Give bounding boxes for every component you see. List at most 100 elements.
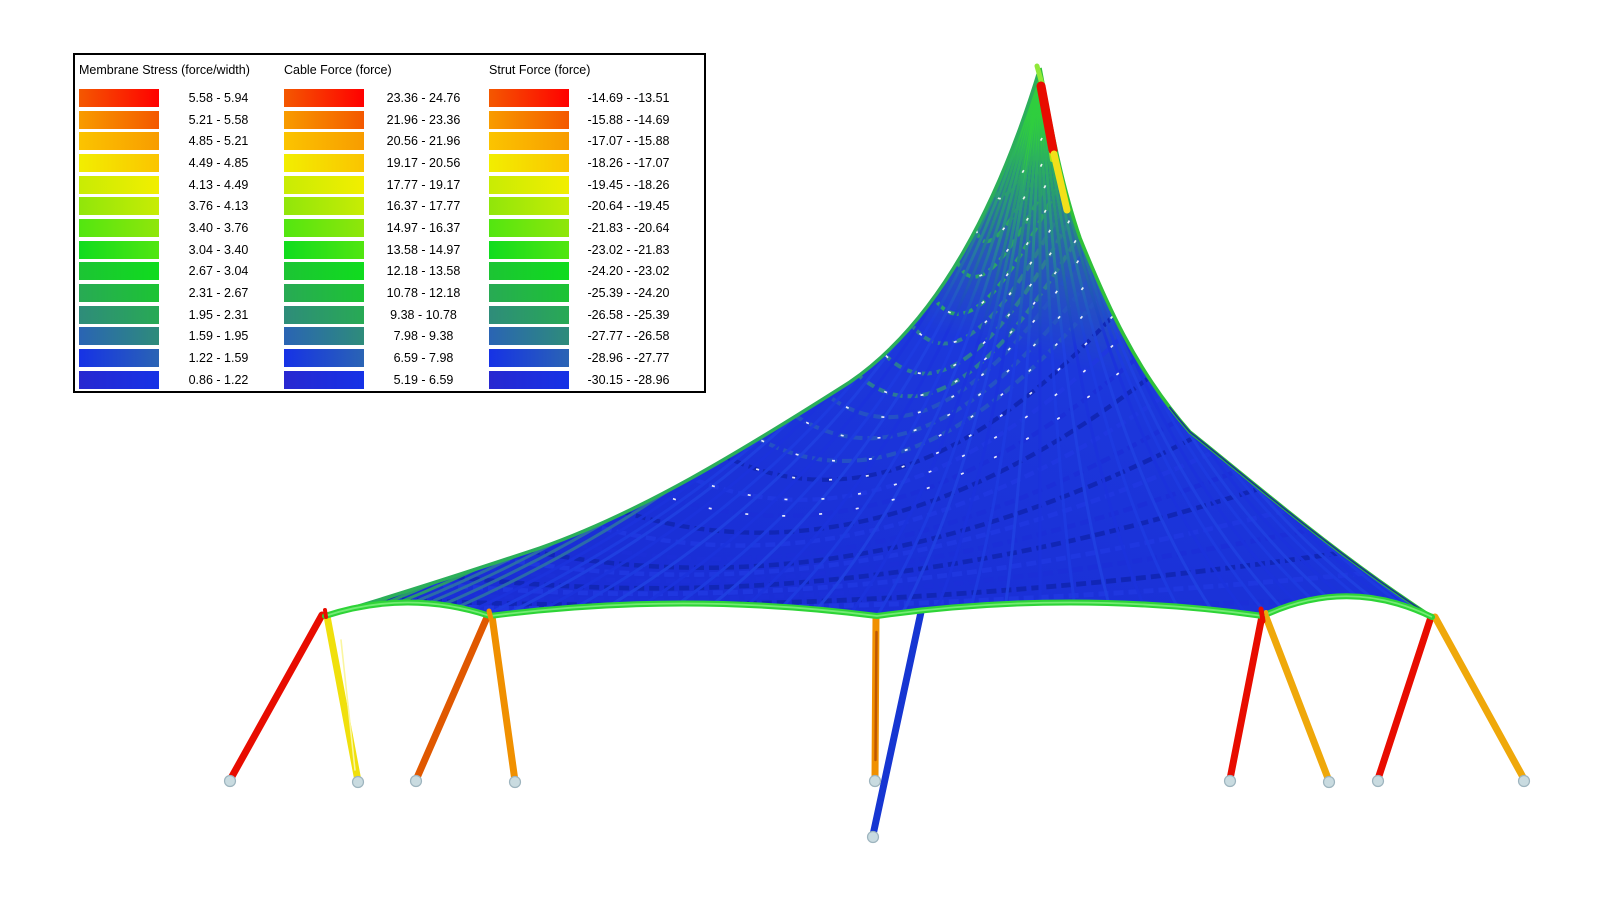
legend-row: 3.40 - 3.76 — [79, 217, 284, 239]
foundation-node — [223, 774, 237, 788]
legend-panel: Membrane Stress (force/width) 5.58 - 5.94… — [73, 53, 706, 393]
legend-color-swatch — [489, 132, 569, 151]
legend-row: -15.88 - -14.69 — [489, 109, 694, 131]
legend-color-swatch — [284, 262, 364, 281]
legend-color-swatch — [489, 218, 569, 237]
legend-row: -26.58 - -25.39 — [489, 304, 694, 326]
legend-title-strut-force: Strut Force (force) — [489, 63, 591, 77]
legend-color-swatch — [79, 240, 159, 259]
legend-row: 13.58 - 14.97 — [284, 239, 489, 261]
mast-tip — [1034, 63, 1045, 87]
foundation-node — [868, 774, 882, 788]
legend-color-swatch — [284, 370, 364, 389]
legend-range-label: 16.37 - 17.77 — [386, 199, 461, 214]
legend-color-swatch — [284, 218, 364, 237]
legend-range-label: 3.40 - 3.76 — [188, 220, 249, 235]
legend-row: -19.45 - -18.26 — [489, 174, 694, 196]
legend-color-swatch — [284, 327, 364, 346]
legend-color-swatch — [284, 175, 364, 194]
legend-range-label: -26.58 - -25.39 — [587, 307, 670, 322]
legend-color-swatch — [489, 327, 569, 346]
strut-red — [1226, 612, 1266, 783]
legend-color-swatch — [489, 110, 569, 129]
legend-range-label: 3.76 - 4.13 — [188, 199, 249, 214]
legend-color-swatch — [79, 88, 159, 107]
legend-row: 5.58 - 5.94 — [79, 87, 284, 109]
legend-range-label: -28.96 - -27.77 — [587, 351, 670, 366]
legend-row: 17.77 - 19.17 — [284, 174, 489, 196]
legend-row: 10.78 - 12.18 — [284, 282, 489, 304]
legend-title-membrane-stress: Membrane Stress (force/width) — [79, 63, 250, 77]
strut-amber — [1262, 613, 1333, 785]
legend-color-swatch — [79, 284, 159, 303]
legend-color-swatch — [79, 218, 159, 237]
foundation-node — [508, 775, 522, 789]
legend-range-label: -30.15 - -28.96 — [587, 372, 670, 387]
legend-row: 19.17 - 20.56 — [284, 152, 489, 174]
legend-row: 1.22 - 1.59 — [79, 347, 284, 369]
strut-amber — [1431, 613, 1528, 783]
support-struts — [226, 608, 1528, 839]
strut-seam — [874, 630, 878, 762]
legend-row: -18.26 - -17.07 — [489, 152, 694, 174]
legend-row: 2.31 - 2.67 — [79, 282, 284, 304]
foundation-node — [351, 775, 365, 789]
strut-dark-orange — [412, 611, 492, 784]
legend-color-swatch — [79, 175, 159, 194]
legend-row: -30.15 - -28.96 — [489, 369, 694, 391]
legend-color-swatch — [284, 240, 364, 259]
legend-color-swatch — [489, 284, 569, 303]
legend-range-label: 9.38 - 10.78 — [390, 307, 457, 322]
legend-color-swatch — [284, 132, 364, 151]
legend-range-label: 1.59 - 1.95 — [188, 329, 249, 344]
legend-range-label: 6.59 - 7.98 — [393, 351, 454, 366]
legend-row: 4.13 - 4.49 — [79, 174, 284, 196]
legend-row: 3.04 - 3.40 — [79, 239, 284, 261]
legend-row: 1.59 - 1.95 — [79, 326, 284, 348]
anchor-accent — [1264, 610, 1270, 623]
legend-color-swatch — [284, 153, 364, 172]
legend-row: 14.97 - 16.37 — [284, 217, 489, 239]
legend-color-swatch — [79, 197, 159, 216]
legend-range-label: -17.07 - -15.88 — [587, 134, 670, 149]
legend-row: 7.98 - 9.38 — [284, 326, 489, 348]
legend-column-membrane-stress: Membrane Stress (force/width) 5.58 - 5.94… — [79, 59, 284, 391]
foundation-node — [409, 774, 423, 788]
legend-row: 4.85 - 5.21 — [79, 130, 284, 152]
legend-range-label: 4.13 - 4.49 — [188, 177, 249, 192]
legend-range-label: 10.78 - 12.18 — [386, 286, 461, 301]
legend-row: 23.36 - 24.76 — [284, 87, 489, 109]
legend-row: 4.49 - 4.85 — [79, 152, 284, 174]
legend-range-label: 0.86 - 1.22 — [188, 372, 249, 387]
strut-orange — [488, 612, 519, 785]
legend-color-swatch — [79, 153, 159, 172]
mast-top — [323, 63, 1270, 624]
support-nodes — [223, 774, 1531, 844]
legend-color-swatch — [489, 88, 569, 107]
legend-range-label: 21.96 - 23.36 — [386, 112, 461, 127]
legend-row: -14.69 - -13.51 — [489, 87, 694, 109]
anchor-accent — [486, 608, 494, 622]
edge-cables — [322, 67, 1435, 620]
mast-strut-red — [1036, 81, 1058, 155]
legend-range-label: 4.49 - 4.85 — [188, 155, 249, 170]
legend-range-label: -25.39 - -24.20 — [587, 286, 670, 301]
legend-column-cable-force: Cable Force (force) 23.36 - 24.76 21.96 - … — [284, 59, 489, 391]
legend-color-swatch — [489, 197, 569, 216]
legend-row: 0.86 - 1.22 — [79, 369, 284, 391]
legend-color-swatch — [79, 305, 159, 324]
legend-row: 9.38 - 10.78 — [284, 304, 489, 326]
legend-range-label: 3.04 - 3.40 — [188, 242, 249, 257]
legend-range-label: 23.36 - 24.76 — [386, 90, 461, 105]
legend-color-swatch — [79, 327, 159, 346]
legend-range-label: 12.18 - 13.58 — [386, 264, 461, 279]
legend-range-label: 14.97 - 16.37 — [386, 220, 461, 235]
legend-row: -21.83 - -20.64 — [489, 217, 694, 239]
legend-row: 5.21 - 5.58 — [79, 109, 284, 131]
legend-color-swatch — [284, 305, 364, 324]
foundation-node — [1517, 774, 1531, 788]
legend-color-swatch — [489, 175, 569, 194]
legend-range-label: -19.45 - -18.26 — [587, 177, 670, 192]
legend-row: 21.96 - 23.36 — [284, 109, 489, 131]
